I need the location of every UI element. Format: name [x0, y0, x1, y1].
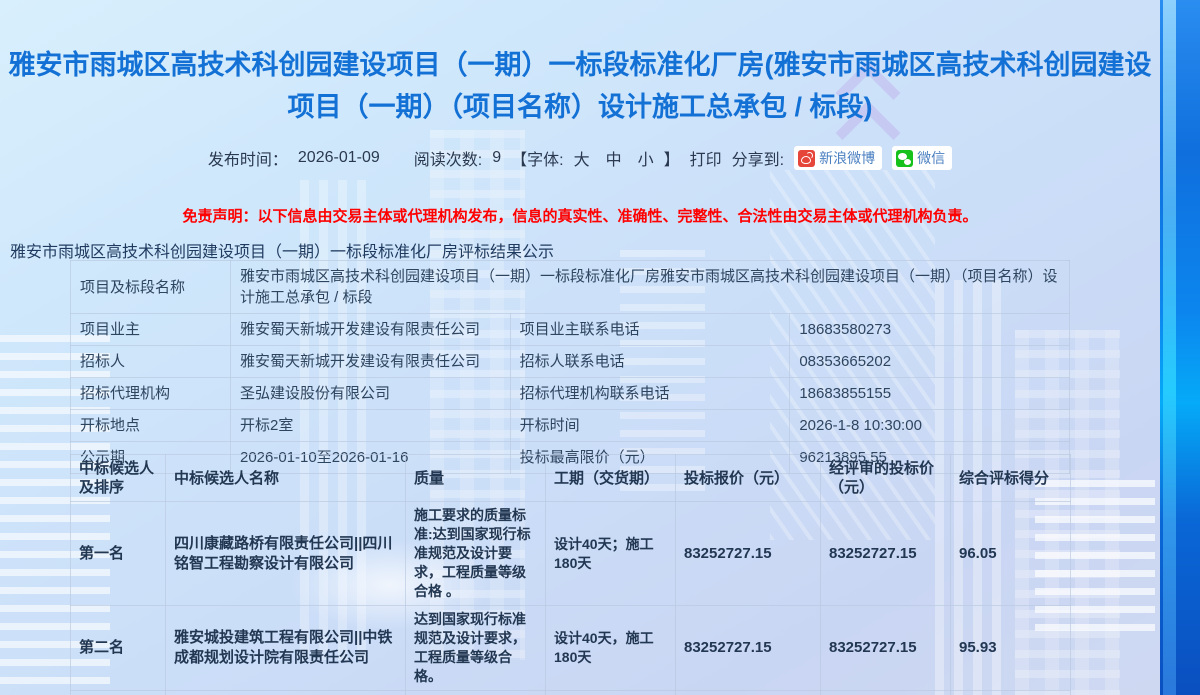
candidate-name: 雅安城投建筑工程有限公司||中铁成都规划设计院有限责任公司: [165, 605, 406, 691]
share-wechat-button[interactable]: 微信: [892, 146, 953, 170]
tenderer-label: 招标人: [70, 345, 231, 378]
table-row: 招标人 雅安蜀天新城开发建设有限责任公司 招标人联系电话 08353665202: [70, 345, 1070, 378]
agency-phone-label: 招标代理机构联系电话: [509, 377, 791, 410]
candidate-quality: 达到国家现行标准规范及设计要求，工程质量等级合格。: [405, 605, 546, 691]
tenderer-phone-value: 08353665202: [789, 345, 1070, 378]
open-time-value: 2026-1-8 10:30:00: [789, 409, 1070, 442]
candidate-score: 95.93: [950, 605, 1071, 691]
sina-weibo-icon: [798, 149, 816, 167]
project-name-label: 项目及标段名称: [70, 260, 231, 314]
disclaimer-text: 免责声明：以下信息由交易主体或代理机构发布，信息的真实性、准确性、完整性、合法性…: [182, 208, 978, 225]
header-rank: 中标候选人及排序: [70, 454, 166, 502]
share-weibo-button[interactable]: 新浪微博: [794, 146, 883, 170]
candidate-rank: 第二名: [70, 605, 166, 691]
candidate-duration: 设计40天；施工180天: [545, 501, 676, 606]
table-row: 项目及标段名称 雅安市雨城区高技术科创园建设项目（一期）一标段标准化厂房雅安市雨…: [70, 260, 1070, 314]
candidate-duration: 设计40天，施工180天: [545, 605, 676, 691]
candidate-bid-price: 83252727.15: [675, 501, 821, 606]
result-announcement-title: 雅安市雨城区高技术科创园建设项目（一期）一标段标准化厂房评标结果公示: [10, 244, 555, 261]
project-name-value: 雅安市雨城区高技术科创园建设项目（一期）一标段标准化厂房雅安市雨城区高技术科创园…: [230, 260, 1070, 314]
owner-value: 雅安蜀天新城开发建设有限责任公司: [230, 313, 511, 346]
publish-date: 2026-01-09: [297, 149, 380, 166]
font-size-prefix: 【字体:: [511, 152, 564, 169]
candidate-evaluated-price: 83252727.18: [820, 690, 951, 695]
table-row: 开标地点 开标2室 开标时间 2026-1-8 10:30:00: [70, 409, 1070, 442]
table-row: 招标代理机构 圣弘建设股份有限公司 招标代理机构联系电话 18683855155: [70, 377, 1070, 410]
candidate-evaluated-price: 83252727.15: [820, 501, 951, 606]
read-count-value: 9: [492, 149, 502, 166]
header-bid-price: 投标报价（元）: [675, 454, 821, 502]
tenderer-phone-label: 招标人联系电话: [509, 345, 791, 378]
owner-phone-label: 项目业主联系电话: [509, 313, 791, 346]
candidates-header-row: 中标候选人及排序 中标候选人名称 质量 工期（交货期） 投标报价（元） 经评审的…: [70, 454, 1071, 502]
meta-bar: 发布时间： 2026-01-09 阅读次数: 9 【字体: 大 中 小 】 打印 分…: [0, 146, 1160, 170]
candidate-duration: 220日历天 (其中: 设计40天，施工180天): [545, 690, 676, 695]
font-size-suffix: 】: [663, 152, 680, 169]
candidate-quality: 达到国家现行标准规范及设计要求，工程质量等级合格: [405, 690, 546, 695]
page-title: 雅安市雨城区高技术科创园建设项目（一期）一标段标准化厂房(雅安市雨城区高技术科创…: [8, 50, 1152, 122]
share-wechat-label: 微信: [917, 150, 946, 166]
candidate-evaluated-price: 83252727.15: [820, 605, 951, 691]
read-count-label: 阅读次数:: [413, 152, 483, 169]
share-weibo-label: 新浪微博: [819, 150, 876, 166]
share-label: 分享到:: [731, 152, 785, 169]
font-size-medium-button[interactable]: 中: [605, 152, 622, 169]
candidate-row-1: 第一名 四川康藏路桥有限责任公司||四川铭智工程勘察设计有限公司 施工要求的质量…: [70, 501, 1071, 606]
header-evaluated-price: 经评审的投标价（元）: [820, 454, 951, 502]
candidate-name: 四川康藏路桥有限责任公司||四川铭智工程勘察设计有限公司: [165, 501, 406, 606]
main-content: 雅安市雨城区高技术科创园建设项目（一期）一标段标准化厂房(雅安市雨城区高技术科创…: [0, 50, 1160, 695]
venue-label: 开标地点: [70, 409, 231, 442]
candidates-table: 中标候选人及排序 中标候选人名称 质量 工期（交货期） 投标报价（元） 经评审的…: [70, 454, 1071, 695]
header-duration: 工期（交货期）: [545, 454, 676, 502]
candidate-bid-price: 83252727.15: [675, 605, 821, 691]
font-size-large-button[interactable]: 大: [573, 152, 590, 169]
candidate-name: 新疆兵团城建集团有限公司||中船第九设计研究院工程有限公司: [165, 690, 406, 695]
candidate-row-2: 第二名 雅安城投建筑工程有限公司||中铁成都规划设计院有限责任公司 达到国家现行…: [70, 605, 1071, 691]
owner-phone-value: 18683580273: [789, 313, 1070, 346]
print-button[interactable]: 打印: [689, 152, 722, 169]
candidate-score: 96.05: [950, 501, 1071, 606]
candidate-quality: 施工要求的质量标准:达到国家现行标准规范及设计要求，工程质量等级合格 。: [405, 501, 546, 606]
header-quality: 质量: [405, 454, 546, 502]
table-row: 项目业主 雅安蜀天新城开发建设有限责任公司 项目业主联系电话 186835802…: [70, 313, 1070, 346]
tenderer-value: 雅安蜀天新城开发建设有限责任公司: [230, 345, 511, 378]
candidate-rank: 第三名: [70, 690, 166, 695]
venue-value: 开标2室: [230, 409, 511, 442]
candidate-rank: 第一名: [70, 501, 166, 606]
publish-time-label: 发布时间：: [207, 152, 288, 169]
candidate-score: 95.75: [950, 690, 1071, 695]
open-time-label: 开标时间: [509, 409, 791, 442]
agency-label: 招标代理机构: [70, 377, 231, 410]
candidate-row-3: 第三名 新疆兵团城建集团有限公司||中船第九设计研究院工程有限公司 达到国家现行…: [70, 690, 1071, 695]
agency-phone-value: 18683855155: [789, 377, 1070, 410]
candidate-bid-price: 83252727.18: [675, 690, 821, 695]
wechat-icon: [896, 149, 914, 167]
project-info-table: 项目及标段名称 雅安市雨城区高技术科创园建设项目（一期）一标段标准化厂房雅安市雨…: [70, 260, 1070, 474]
agency-value: 圣弘建设股份有限公司: [230, 377, 511, 410]
header-candidate-name: 中标候选人名称: [165, 454, 406, 502]
right-accent-strip-highlight: [1163, 0, 1176, 695]
font-size-small-button[interactable]: 小: [637, 152, 654, 169]
owner-label: 项目业主: [70, 313, 231, 346]
right-accent-strip: [1160, 0, 1200, 695]
header-score: 综合评标得分: [950, 454, 1071, 502]
